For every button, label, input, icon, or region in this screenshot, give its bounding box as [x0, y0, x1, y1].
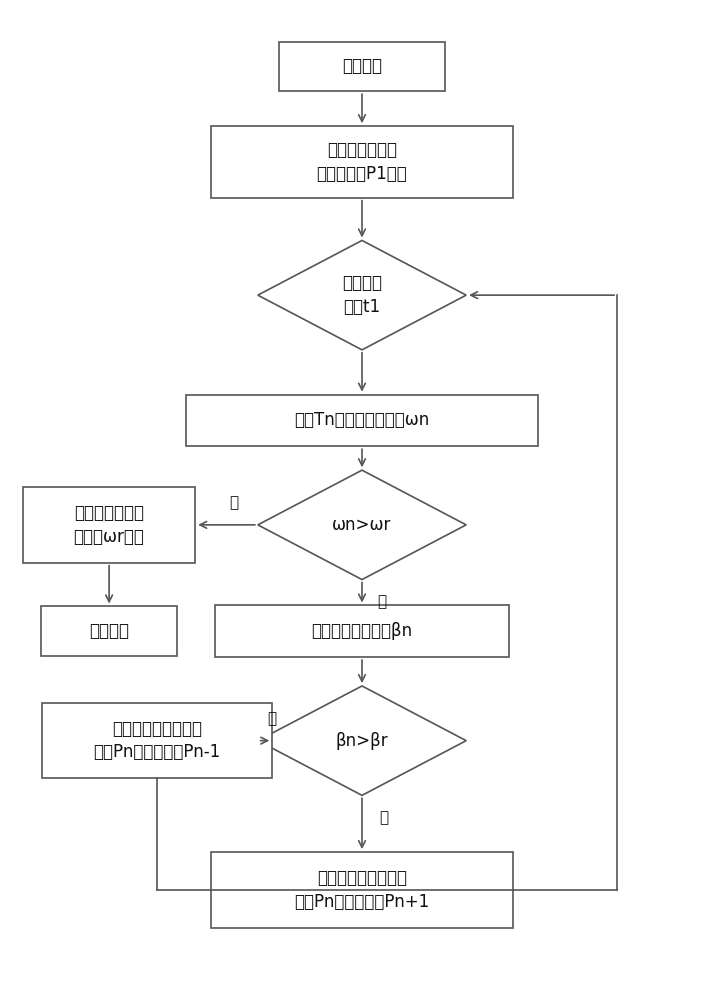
FancyBboxPatch shape — [23, 487, 195, 563]
Text: 结束加速: 结束加速 — [89, 622, 129, 640]
Text: 增强加速强度由加速
方式Pn至加速方式Pn+1: 增强加速强度由加速 方式Pn至加速方式Pn+1 — [295, 869, 429, 911]
Polygon shape — [258, 240, 466, 350]
FancyBboxPatch shape — [42, 703, 272, 778]
Text: 减弱加速强度由加速
方式Pn至加速方式Pn-1: 减弱加速强度由加速 方式Pn至加速方式Pn-1 — [93, 720, 221, 761]
FancyBboxPatch shape — [186, 395, 538, 446]
Text: 否: 否 — [379, 810, 388, 825]
Text: βn>βr: βn>βr — [336, 732, 388, 750]
Text: 间隔预设
时间t1: 间隔预设 时间t1 — [342, 274, 382, 316]
FancyBboxPatch shape — [211, 126, 513, 198]
Text: 加速开始: 加速开始 — [342, 57, 382, 75]
Text: 是: 是 — [268, 711, 277, 726]
FancyBboxPatch shape — [211, 852, 513, 928]
Text: 获取Tn时刻即时角速度ωn: 获取Tn时刻即时角速度ωn — [295, 411, 429, 429]
Polygon shape — [258, 470, 466, 580]
FancyBboxPatch shape — [215, 605, 509, 657]
Text: ωn>ωr: ωn>ωr — [332, 516, 392, 534]
Text: 是: 是 — [230, 495, 238, 510]
Text: 否: 否 — [377, 594, 387, 609]
FancyBboxPatch shape — [279, 42, 445, 91]
Text: 停止加速以标准
角速度ωr运行: 停止加速以标准 角速度ωr运行 — [74, 504, 145, 546]
Text: 获取加速模式集
以加速方式P1加速: 获取加速模式集 以加速方式P1加速 — [316, 141, 408, 183]
Polygon shape — [258, 686, 466, 795]
Text: 计算此时角加速度βn: 计算此时角加速度βn — [311, 622, 413, 640]
FancyBboxPatch shape — [41, 606, 177, 656]
